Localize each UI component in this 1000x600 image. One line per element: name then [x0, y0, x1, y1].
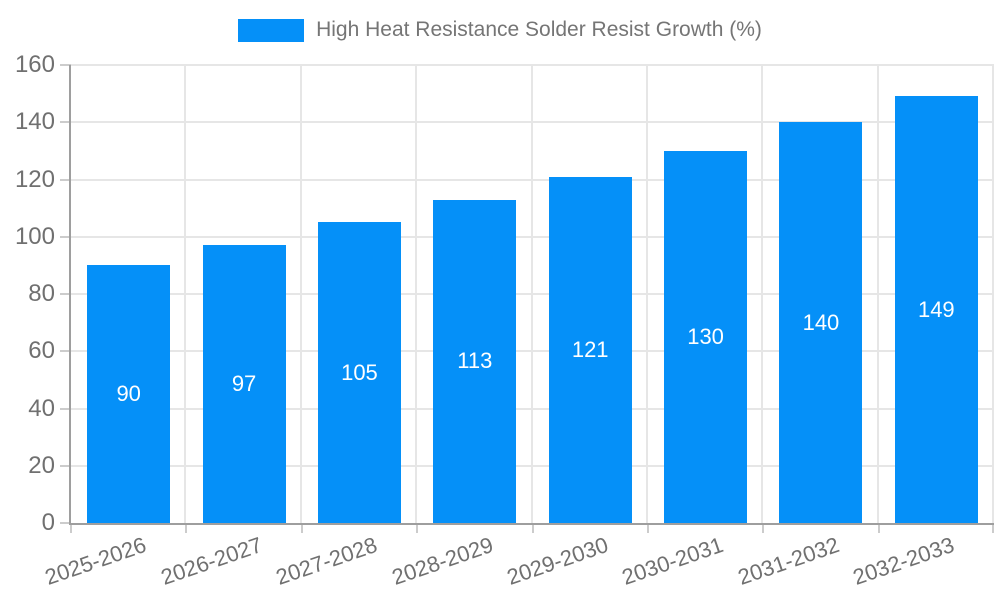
- y-tick: [60, 407, 71, 410]
- bar[interactable]: [779, 122, 863, 523]
- y-gridline: [71, 178, 994, 181]
- x-gridline: [876, 65, 879, 523]
- y-axis-line: [69, 65, 71, 525]
- bar[interactable]: [87, 265, 171, 523]
- y-tick: [60, 293, 71, 295]
- x-tick: [185, 523, 188, 533]
- y-gridline: [71, 235, 994, 238]
- x-axis-tick-label: 2031-2032: [734, 532, 843, 590]
- bar[interactable]: [433, 199, 517, 523]
- y-axis-tick-label: 80: [28, 280, 55, 307]
- x-tick: [70, 523, 72, 533]
- y-tick: [60, 64, 71, 66]
- y-axis-tick-label: 160: [14, 51, 55, 78]
- bar[interactable]: [202, 245, 286, 523]
- y-tick: [60, 464, 71, 467]
- x-tick: [992, 523, 994, 533]
- y-axis-tick-label: 100: [14, 222, 55, 250]
- y-gridline: [71, 407, 994, 410]
- y-tick: [60, 178, 71, 181]
- y-axis-tick-label: 0: [41, 509, 55, 536]
- y-tick: [60, 522, 71, 524]
- x-gridline: [992, 65, 994, 523]
- x-tick: [646, 523, 649, 533]
- y-tick: [60, 235, 71, 238]
- bar-value-label: 90: [116, 381, 141, 407]
- bar-value-label: 121: [571, 336, 609, 362]
- x-axis-tick-label: 2029-2030: [503, 532, 612, 590]
- bar-value-label: 105: [341, 359, 378, 385]
- x-axis-tick-label: 2025-2026: [42, 532, 150, 590]
- y-axis-tick-label: 120: [14, 165, 55, 193]
- x-axis-tick-label: 2032-2033: [849, 532, 958, 590]
- y-tick: [60, 350, 71, 353]
- legend-label: High Heat Resistance Solder Resist Growt…: [316, 18, 762, 41]
- x-tick: [762, 523, 765, 533]
- x-axis-line: [69, 523, 994, 525]
- x-gridline: [761, 65, 764, 523]
- x-gridline: [299, 65, 302, 523]
- x-tick: [877, 523, 880, 533]
- y-gridline: [71, 293, 994, 295]
- bar[interactable]: [317, 222, 401, 523]
- x-axis-tick-label: 2028-2029: [388, 532, 496, 590]
- y-axis-tick-label: 140: [14, 108, 55, 136]
- x-gridline: [184, 65, 187, 523]
- y-tick: [60, 121, 71, 124]
- bar[interactable]: [548, 176, 632, 523]
- bar-value-label: 97: [231, 371, 257, 397]
- y-gridline: [71, 464, 994, 467]
- x-gridline: [530, 65, 533, 523]
- legend-swatch: [238, 18, 305, 42]
- bar[interactable]: [894, 96, 978, 523]
- bar-value-label: 149: [917, 296, 955, 322]
- y-axis-tick-label: 60: [28, 337, 55, 365]
- x-tick: [531, 523, 534, 533]
- x-axis-tick-label: 2030-2031: [619, 532, 727, 590]
- y-gridline: [71, 350, 994, 353]
- x-gridline: [645, 65, 648, 523]
- x-axis-tick-label: 2027-2028: [272, 532, 381, 590]
- bar-value-label: 130: [687, 323, 724, 349]
- x-tick: [300, 523, 303, 533]
- x-axis-tick-label: 2026-2027: [157, 532, 266, 590]
- x-tick: [416, 523, 419, 533]
- bar-value-label: 113: [457, 348, 493, 374]
- legend[interactable]: High Heat Resistance Solder Resist Growt…: [0, 18, 1000, 42]
- x-gridline: [415, 65, 418, 523]
- bar[interactable]: [664, 150, 748, 523]
- y-axis-tick-label: 20: [28, 451, 55, 479]
- y-axis-tick-label: 40: [28, 394, 55, 422]
- y-gridline: [71, 64, 994, 66]
- bar-value-label: 140: [802, 309, 840, 335]
- y-gridline: [71, 121, 994, 124]
